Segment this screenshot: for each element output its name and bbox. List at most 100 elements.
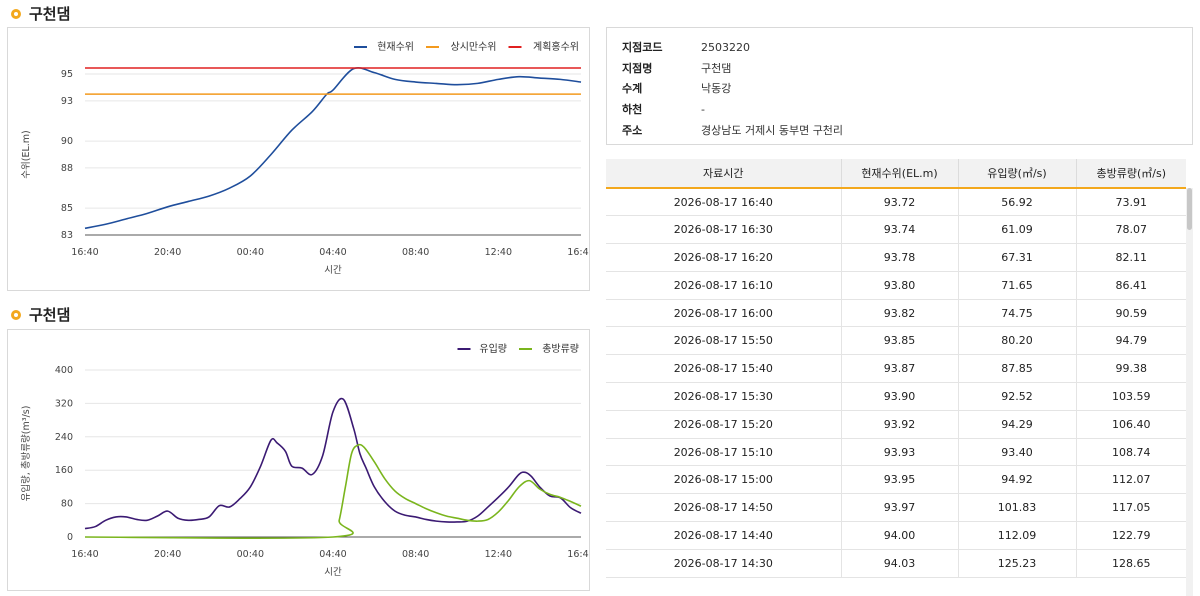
table-cell: 93.95 xyxy=(841,465,959,495)
table-cell: 125.23 xyxy=(958,549,1077,578)
table-row: 2026-08-17 15:50 93.85 80.20 94.79 xyxy=(606,326,1186,356)
table-cell: 71.65 xyxy=(958,271,1077,300)
x-tick-label: 16:40 xyxy=(71,247,98,258)
table-row: 2026-08-17 15:00 93.95 94.92 112.07 xyxy=(606,465,1186,495)
header-inflow[interactable]: 유입량(㎥/s) xyxy=(958,159,1077,189)
x-axis-label: 시간 xyxy=(324,265,342,276)
info-key: 지점코드 xyxy=(622,41,663,55)
info-key: 지점명 xyxy=(622,61,653,75)
y-tick-label: 85 xyxy=(61,203,73,214)
table-cell: 2026-08-17 15:20 xyxy=(606,410,842,439)
table-row: 2026-08-17 16:00 93.82 74.75 90.59 xyxy=(606,299,1186,328)
table-cell: 2026-08-17 16:30 xyxy=(606,215,842,245)
table-cell: 93.74 xyxy=(841,215,959,245)
info-key: 주소 xyxy=(622,123,643,137)
table-header-row: 자료시간 현재수위(EL.m) 유입량(㎥/s) 총방류량(㎥/s) xyxy=(606,159,1186,189)
table-cell: 93.92 xyxy=(841,410,959,439)
table-row: 2026-08-17 16:30 93.74 61.09 78.07 xyxy=(606,215,1186,245)
y-tick-label: 83 xyxy=(61,230,73,241)
table-cell: 73.91 xyxy=(1076,188,1186,217)
table-cell: 128.65 xyxy=(1076,549,1186,578)
table-cell: 2026-08-17 16:40 xyxy=(606,188,842,217)
y-tick-label: 95 xyxy=(61,69,73,80)
table-cell: 93.90 xyxy=(841,382,959,411)
info-key: 수계 xyxy=(622,82,643,96)
table-cell: 93.97 xyxy=(841,493,959,523)
x-tick-label: 08:40 xyxy=(402,549,429,560)
table-cell: 93.93 xyxy=(841,438,959,467)
table-cell: 93.82 xyxy=(841,299,959,328)
table-cell: 93.87 xyxy=(841,354,959,384)
section-title-flow: 구천댐 xyxy=(11,304,70,325)
x-tick-label: 16:40 xyxy=(71,549,98,560)
info-row-code: 지점코드 2503220 xyxy=(622,37,1192,58)
scrollbar-thumb[interactable] xyxy=(1187,188,1192,230)
table-cell: 2026-08-17 15:10 xyxy=(606,438,842,467)
table-row: 2026-08-17 15:40 93.87 87.85 99.38 xyxy=(606,354,1186,384)
info-value: - xyxy=(701,102,705,116)
legend-label: 유입량 xyxy=(479,342,507,355)
y-axis-label: 유입량, 총방류량(m³/s) xyxy=(20,406,32,502)
x-tick-label: 12:40 xyxy=(485,247,512,258)
table-cell: 122.79 xyxy=(1076,521,1186,550)
table-row: 2026-08-17 15:20 93.92 94.29 106.40 xyxy=(606,410,1186,439)
table-row: 2026-08-17 16:20 93.78 67.31 82.11 xyxy=(606,243,1186,272)
table-cell: 56.92 xyxy=(958,188,1077,217)
y-tick-label: 80 xyxy=(61,499,73,510)
x-tick-label: 16:40 xyxy=(567,549,589,560)
table-cell: 93.85 xyxy=(841,326,959,356)
table-row: 2026-08-17 15:10 93.93 93.40 108.74 xyxy=(606,438,1186,467)
table-cell: 80.20 xyxy=(958,326,1077,356)
legend-label: 상시만수위 xyxy=(451,40,497,53)
table-cell: 103.59 xyxy=(1076,382,1186,411)
table-cell: 112.07 xyxy=(1076,465,1186,495)
table-row: 2026-08-17 15:30 93.90 92.52 103.59 xyxy=(606,382,1186,411)
data-table-container[interactable]: 자료시간 현재수위(EL.m) 유입량(㎥/s) 총방류량(㎥/s) 2026-… xyxy=(606,159,1193,596)
section-title-text: 구천댐 xyxy=(29,306,71,324)
legend-label: 현재수위 xyxy=(377,40,414,53)
table-cell: 93.78 xyxy=(841,243,959,272)
table-cell: 2026-08-17 15:50 xyxy=(606,326,842,356)
table-cell: 2026-08-17 15:40 xyxy=(606,354,842,384)
table-cell: 2026-08-17 16:10 xyxy=(606,271,842,300)
bullet-icon xyxy=(11,309,21,320)
header-time[interactable]: 자료시간 xyxy=(606,159,842,189)
x-tick-label: 00:40 xyxy=(237,247,264,258)
table-cell: 94.29 xyxy=(958,410,1077,439)
table-cell: 94.03 xyxy=(841,549,959,578)
table-cell: 93.80 xyxy=(841,271,959,300)
table-cell: 61.09 xyxy=(958,215,1077,245)
table-row: 2026-08-17 16:40 93.72 56.92 73.91 xyxy=(606,188,1186,217)
info-value: 경상남도 거제시 동부면 구천리 xyxy=(701,123,844,137)
legend-label: 계획홍수위 xyxy=(533,40,579,53)
table-cell: 2026-08-17 16:00 xyxy=(606,299,842,328)
y-tick-label: 88 xyxy=(61,163,73,174)
x-axis-label: 시간 xyxy=(324,567,342,578)
water-level-chart: 95 93 90 88 85 83 16:40 20:40 00:40 04:40 08:40 12:… xyxy=(7,27,590,291)
table-cell: 74.75 xyxy=(958,299,1077,328)
y-axis-label: 수위(EL.m) xyxy=(20,130,32,178)
table-cell: 82.11 xyxy=(1076,243,1186,272)
table-cell: 2026-08-17 15:00 xyxy=(606,465,842,495)
series-line xyxy=(84,66,582,230)
legend-label: 총방류량 xyxy=(542,343,579,355)
table-cell: 106.40 xyxy=(1076,410,1186,439)
info-row-river: 하천 - xyxy=(622,99,1192,120)
bullet-icon xyxy=(11,8,21,19)
table-cell: 2026-08-17 14:30 xyxy=(606,549,842,578)
table-cell: 94.92 xyxy=(958,465,1077,495)
table-cell: 94.79 xyxy=(1076,326,1186,356)
y-tick-label: 0 xyxy=(67,532,73,543)
table-cell: 112.09 xyxy=(958,521,1077,550)
x-tick-label: 12:40 xyxy=(485,549,512,560)
table-cell: 108.74 xyxy=(1076,438,1186,467)
table-cell: 67.31 xyxy=(958,243,1077,272)
table-cell: 92.52 xyxy=(958,382,1077,411)
info-value: 구천댐 xyxy=(701,61,732,75)
header-water-level[interactable]: 현재수위(EL.m) xyxy=(841,159,959,189)
x-tick-label: 20:40 xyxy=(154,549,181,560)
y-tick-label: 400 xyxy=(55,365,73,376)
header-outflow[interactable]: 총방류량(㎥/s) xyxy=(1076,159,1186,189)
table-scrollbar[interactable] xyxy=(1186,188,1193,596)
info-row-address: 주소 경상남도 거제시 동부면 구천리 xyxy=(622,119,1192,140)
